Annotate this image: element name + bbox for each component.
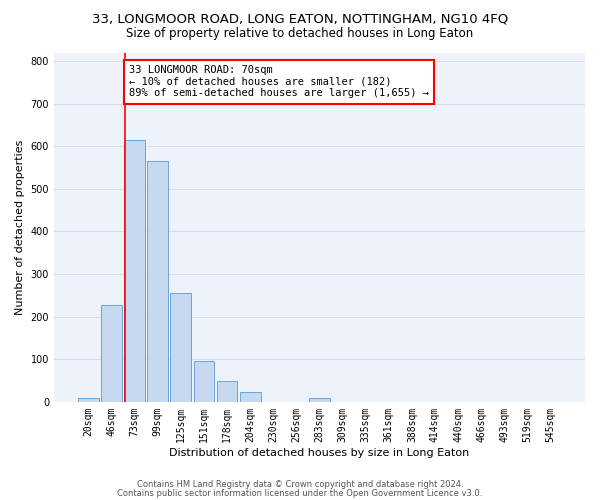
Text: 33 LONGMOOR ROAD: 70sqm
← 10% of detached houses are smaller (182)
89% of semi-d: 33 LONGMOOR ROAD: 70sqm ← 10% of detache…: [129, 66, 429, 98]
Bar: [101, 304, 122, 402]
X-axis label: Distribution of detached houses by size in Long Eaton: Distribution of detached houses by size …: [169, 448, 470, 458]
Bar: [309, 398, 330, 402]
Text: Contains HM Land Registry data © Crown copyright and database right 2024.: Contains HM Land Registry data © Crown c…: [137, 480, 463, 489]
Y-axis label: Number of detached properties: Number of detached properties: [15, 140, 25, 315]
Text: Contains public sector information licensed under the Open Government Licence v3: Contains public sector information licen…: [118, 488, 482, 498]
Bar: [240, 392, 260, 402]
Text: Size of property relative to detached houses in Long Eaton: Size of property relative to detached ho…: [127, 28, 473, 40]
Text: 33, LONGMOOR ROAD, LONG EATON, NOTTINGHAM, NG10 4FQ: 33, LONGMOOR ROAD, LONG EATON, NOTTINGHA…: [92, 12, 508, 26]
Bar: [194, 362, 214, 402]
Bar: [78, 398, 99, 402]
Bar: [148, 161, 168, 402]
Bar: [217, 382, 238, 402]
Bar: [170, 293, 191, 402]
Bar: [124, 140, 145, 402]
